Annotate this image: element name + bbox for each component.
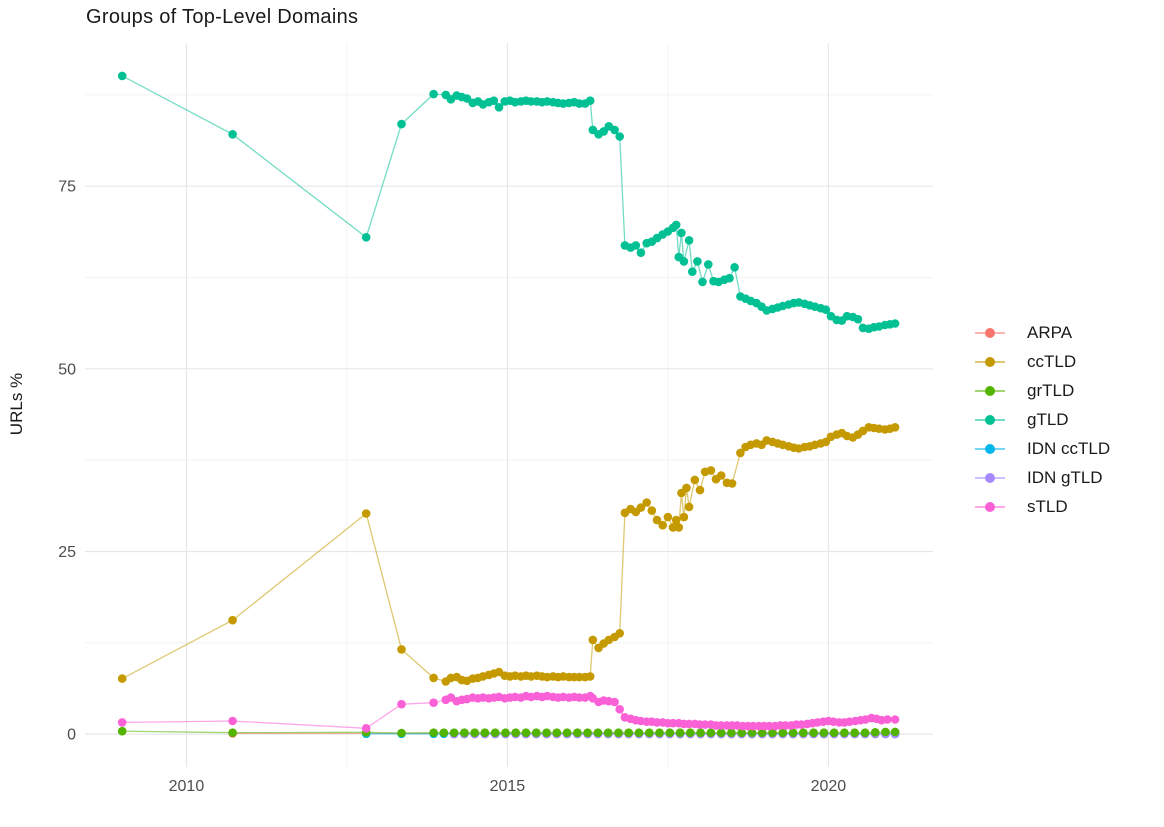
series-points <box>117 71 900 334</box>
series-cctld <box>117 423 900 686</box>
legend-dot-icon <box>985 472 995 483</box>
legend-item-gtld: gTLD <box>975 405 1110 434</box>
legend-key-icon <box>975 434 1005 463</box>
chart-title: Groups of Top-Level Domains <box>86 6 359 28</box>
x-axis-tick-labels: 2010 2015 2020 <box>169 778 847 795</box>
legend: ARPA ccTLD grTLD gTLD IDN ccTLD IDN gTLD sTLD <box>975 318 1110 521</box>
series-grtld <box>117 726 900 738</box>
x-tick-label: 2020 <box>811 778 847 795</box>
legend-key-icon <box>975 376 1005 405</box>
series-points <box>117 726 900 738</box>
legend-item-idn-gtld: IDN gTLD <box>975 463 1110 492</box>
legend-item-idn-cctld: IDN ccTLD <box>975 434 1110 463</box>
series-line <box>121 75 896 330</box>
legend-label: sTLD <box>1027 496 1068 516</box>
legend-key-icon <box>975 405 1005 434</box>
legend-key-icon <box>975 492 1005 521</box>
x-tick-label: 2010 <box>169 778 205 795</box>
legend-dot-icon <box>985 501 995 512</box>
legend-label: IDN ccTLD <box>1027 438 1111 458</box>
legend-label: gTLD <box>1027 409 1069 429</box>
series-line <box>121 426 896 683</box>
major-gridlines <box>85 43 933 767</box>
minor-gridlines <box>85 43 933 767</box>
legend-label: grTLD <box>1027 380 1075 400</box>
y-tick-label: 0 <box>67 727 76 744</box>
y-tick-label: 50 <box>58 361 76 378</box>
y-axis-tick-labels: 0 25 50 75 <box>58 179 76 744</box>
legend-label: IDN gTLD <box>1027 467 1103 487</box>
legend-dot-icon <box>985 385 995 396</box>
legend-item-arpa: ARPA <box>975 318 1110 347</box>
y-tick-label: 25 <box>58 544 76 561</box>
legend-dot-icon <box>985 356 995 367</box>
series-points <box>117 423 900 686</box>
legend-dot-icon <box>985 414 995 425</box>
series-stld <box>117 691 900 733</box>
x-tick-label: 2015 <box>490 778 526 795</box>
legend-dot-icon <box>985 327 995 338</box>
legend-key-icon <box>975 463 1005 492</box>
legend-item-stld: sTLD <box>975 492 1110 521</box>
series-points <box>117 691 900 733</box>
legend-label: ARPA <box>1027 322 1073 342</box>
legend-dot-icon <box>985 443 995 454</box>
series-gtld <box>117 71 900 334</box>
y-tick-label: 75 <box>58 179 76 196</box>
legend-label: ccTLD <box>1027 351 1077 371</box>
legend-item-grtld: grTLD <box>975 376 1110 405</box>
legend-key-icon <box>975 318 1005 347</box>
legend-item-cctld: ccTLD <box>975 347 1110 376</box>
legend-key-icon <box>975 347 1005 376</box>
